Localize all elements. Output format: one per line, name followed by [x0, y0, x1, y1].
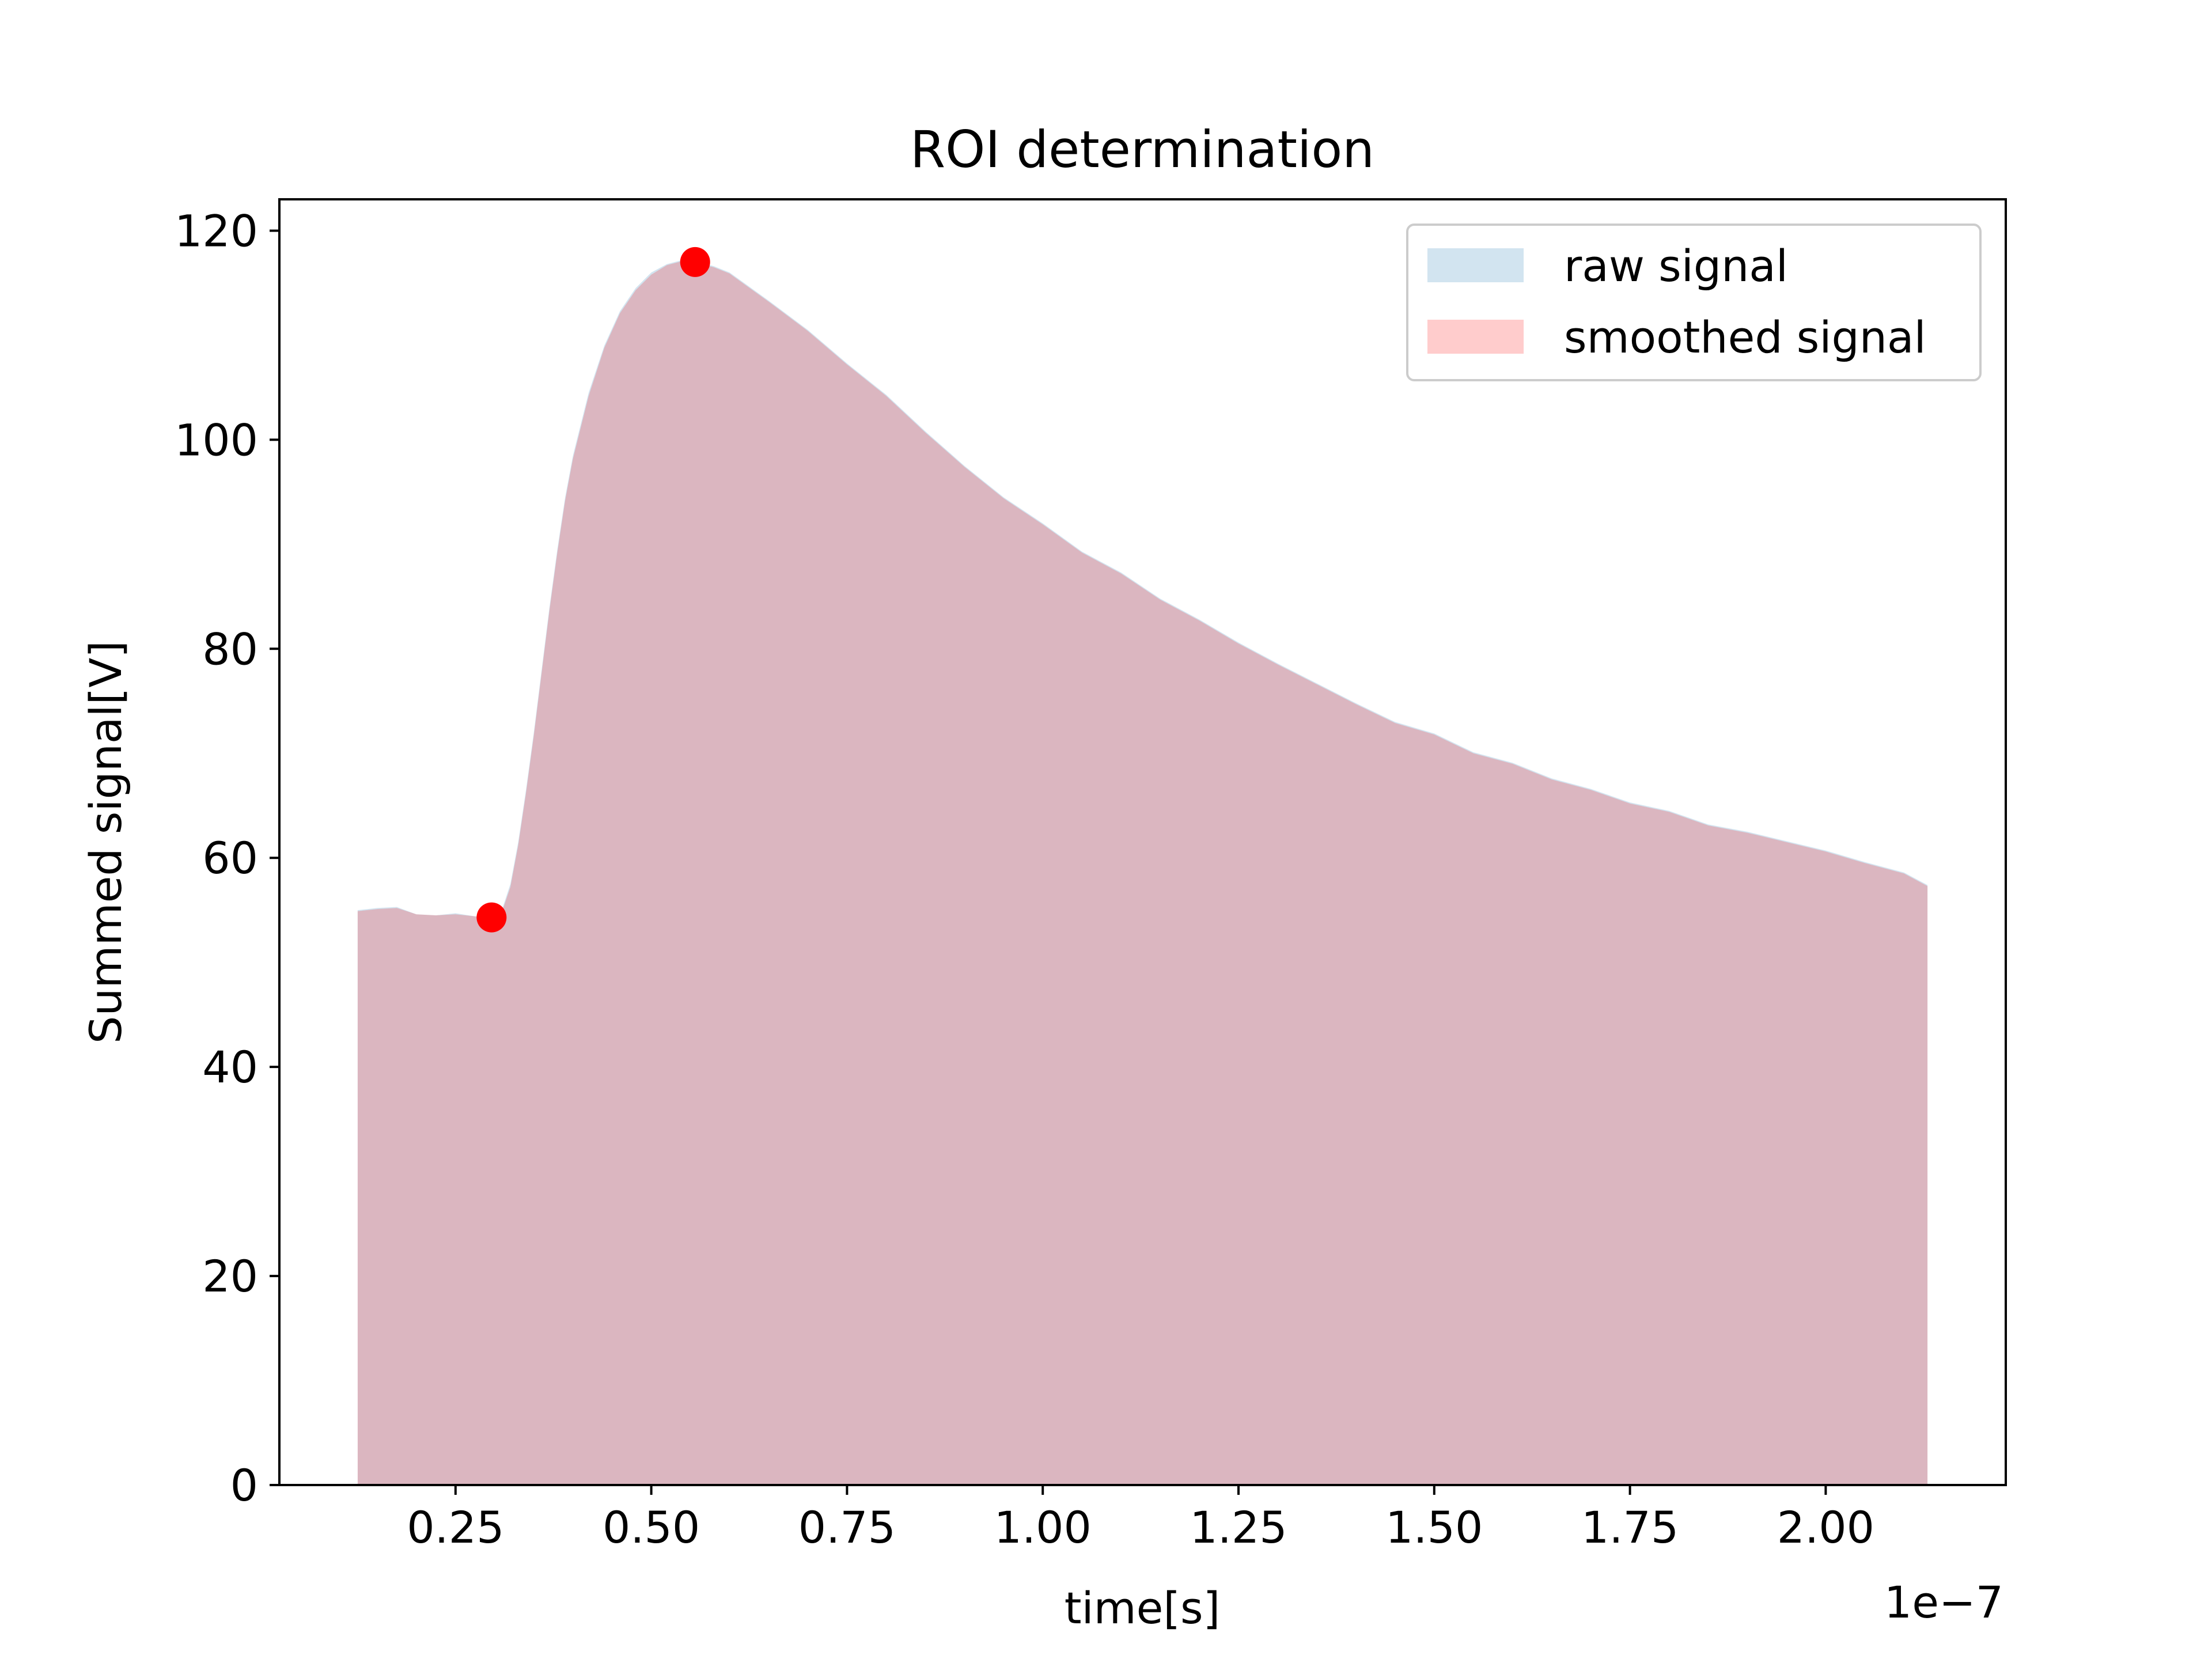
- legend-item-smoothed-signal: smoothed signal: [1427, 312, 1926, 363]
- legend-item-raw-signal: raw signal: [1427, 240, 1788, 291]
- x-tick-label-2: 0.75: [798, 1502, 896, 1553]
- y-tick-label-0: 0: [230, 1460, 258, 1511]
- chart-title: ROI determination: [910, 120, 1374, 179]
- roi-marker-2: [680, 247, 710, 277]
- y-axis-label: Summed signal[V]: [80, 641, 131, 1044]
- legend-label-smoothed-signal: smoothed signal: [1564, 312, 1926, 363]
- x-tick-label-3: 1.00: [994, 1502, 1092, 1553]
- x-tick-label-1: 0.50: [603, 1502, 700, 1553]
- legend-swatch-raw-signal: [1427, 248, 1524, 282]
- legend-label-raw-signal: raw signal: [1564, 240, 1788, 291]
- x-tick-label-4: 1.25: [1190, 1502, 1287, 1553]
- area-layer: [357, 260, 1928, 1486]
- y-tick-label-2: 40: [202, 1041, 258, 1093]
- plot-frame: [278, 198, 2007, 1486]
- x-tick-label-0: 0.25: [407, 1502, 504, 1553]
- y-tick-label-1: 20: [202, 1251, 258, 1302]
- x-tick-label-7: 2.00: [1777, 1502, 1874, 1553]
- y-axis: 0 20 40 60 80 100 120: [175, 205, 279, 1511]
- x-axis: 0.25 0.50 0.75 1.00 1.25 1.50 1.75 2.00: [407, 1485, 1874, 1553]
- area-smoothed-signal: [357, 261, 1928, 1485]
- marker-layer: [476, 247, 710, 933]
- legend: raw signal smoothed signal: [1406, 224, 1982, 381]
- y-tick-label-3: 60: [202, 832, 258, 884]
- y-tick-label-6: 120: [175, 205, 258, 256]
- x-tick-label-5: 1.50: [1385, 1502, 1483, 1553]
- x-axis-label: time[s]: [1065, 1582, 1221, 1634]
- area-raw-signal: [357, 260, 1928, 1486]
- x-axis-offset-label: 1e−7: [1884, 1577, 2003, 1628]
- y-tick-label-4: 80: [202, 623, 258, 675]
- legend-box: [1406, 224, 1982, 381]
- legend-swatch-smoothed-signal: [1427, 320, 1524, 354]
- x-tick-label-6: 1.75: [1581, 1502, 1679, 1553]
- y-tick-label-5: 100: [175, 414, 258, 465]
- roi-marker-1: [476, 902, 507, 933]
